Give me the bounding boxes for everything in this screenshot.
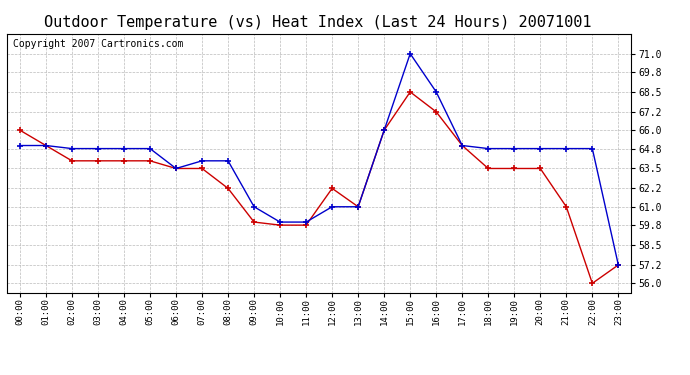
Text: Copyright 2007 Cartronics.com: Copyright 2007 Cartronics.com [13,39,184,49]
Text: Outdoor Temperature (vs) Heat Index (Last 24 Hours) 20071001: Outdoor Temperature (vs) Heat Index (Las… [43,15,591,30]
